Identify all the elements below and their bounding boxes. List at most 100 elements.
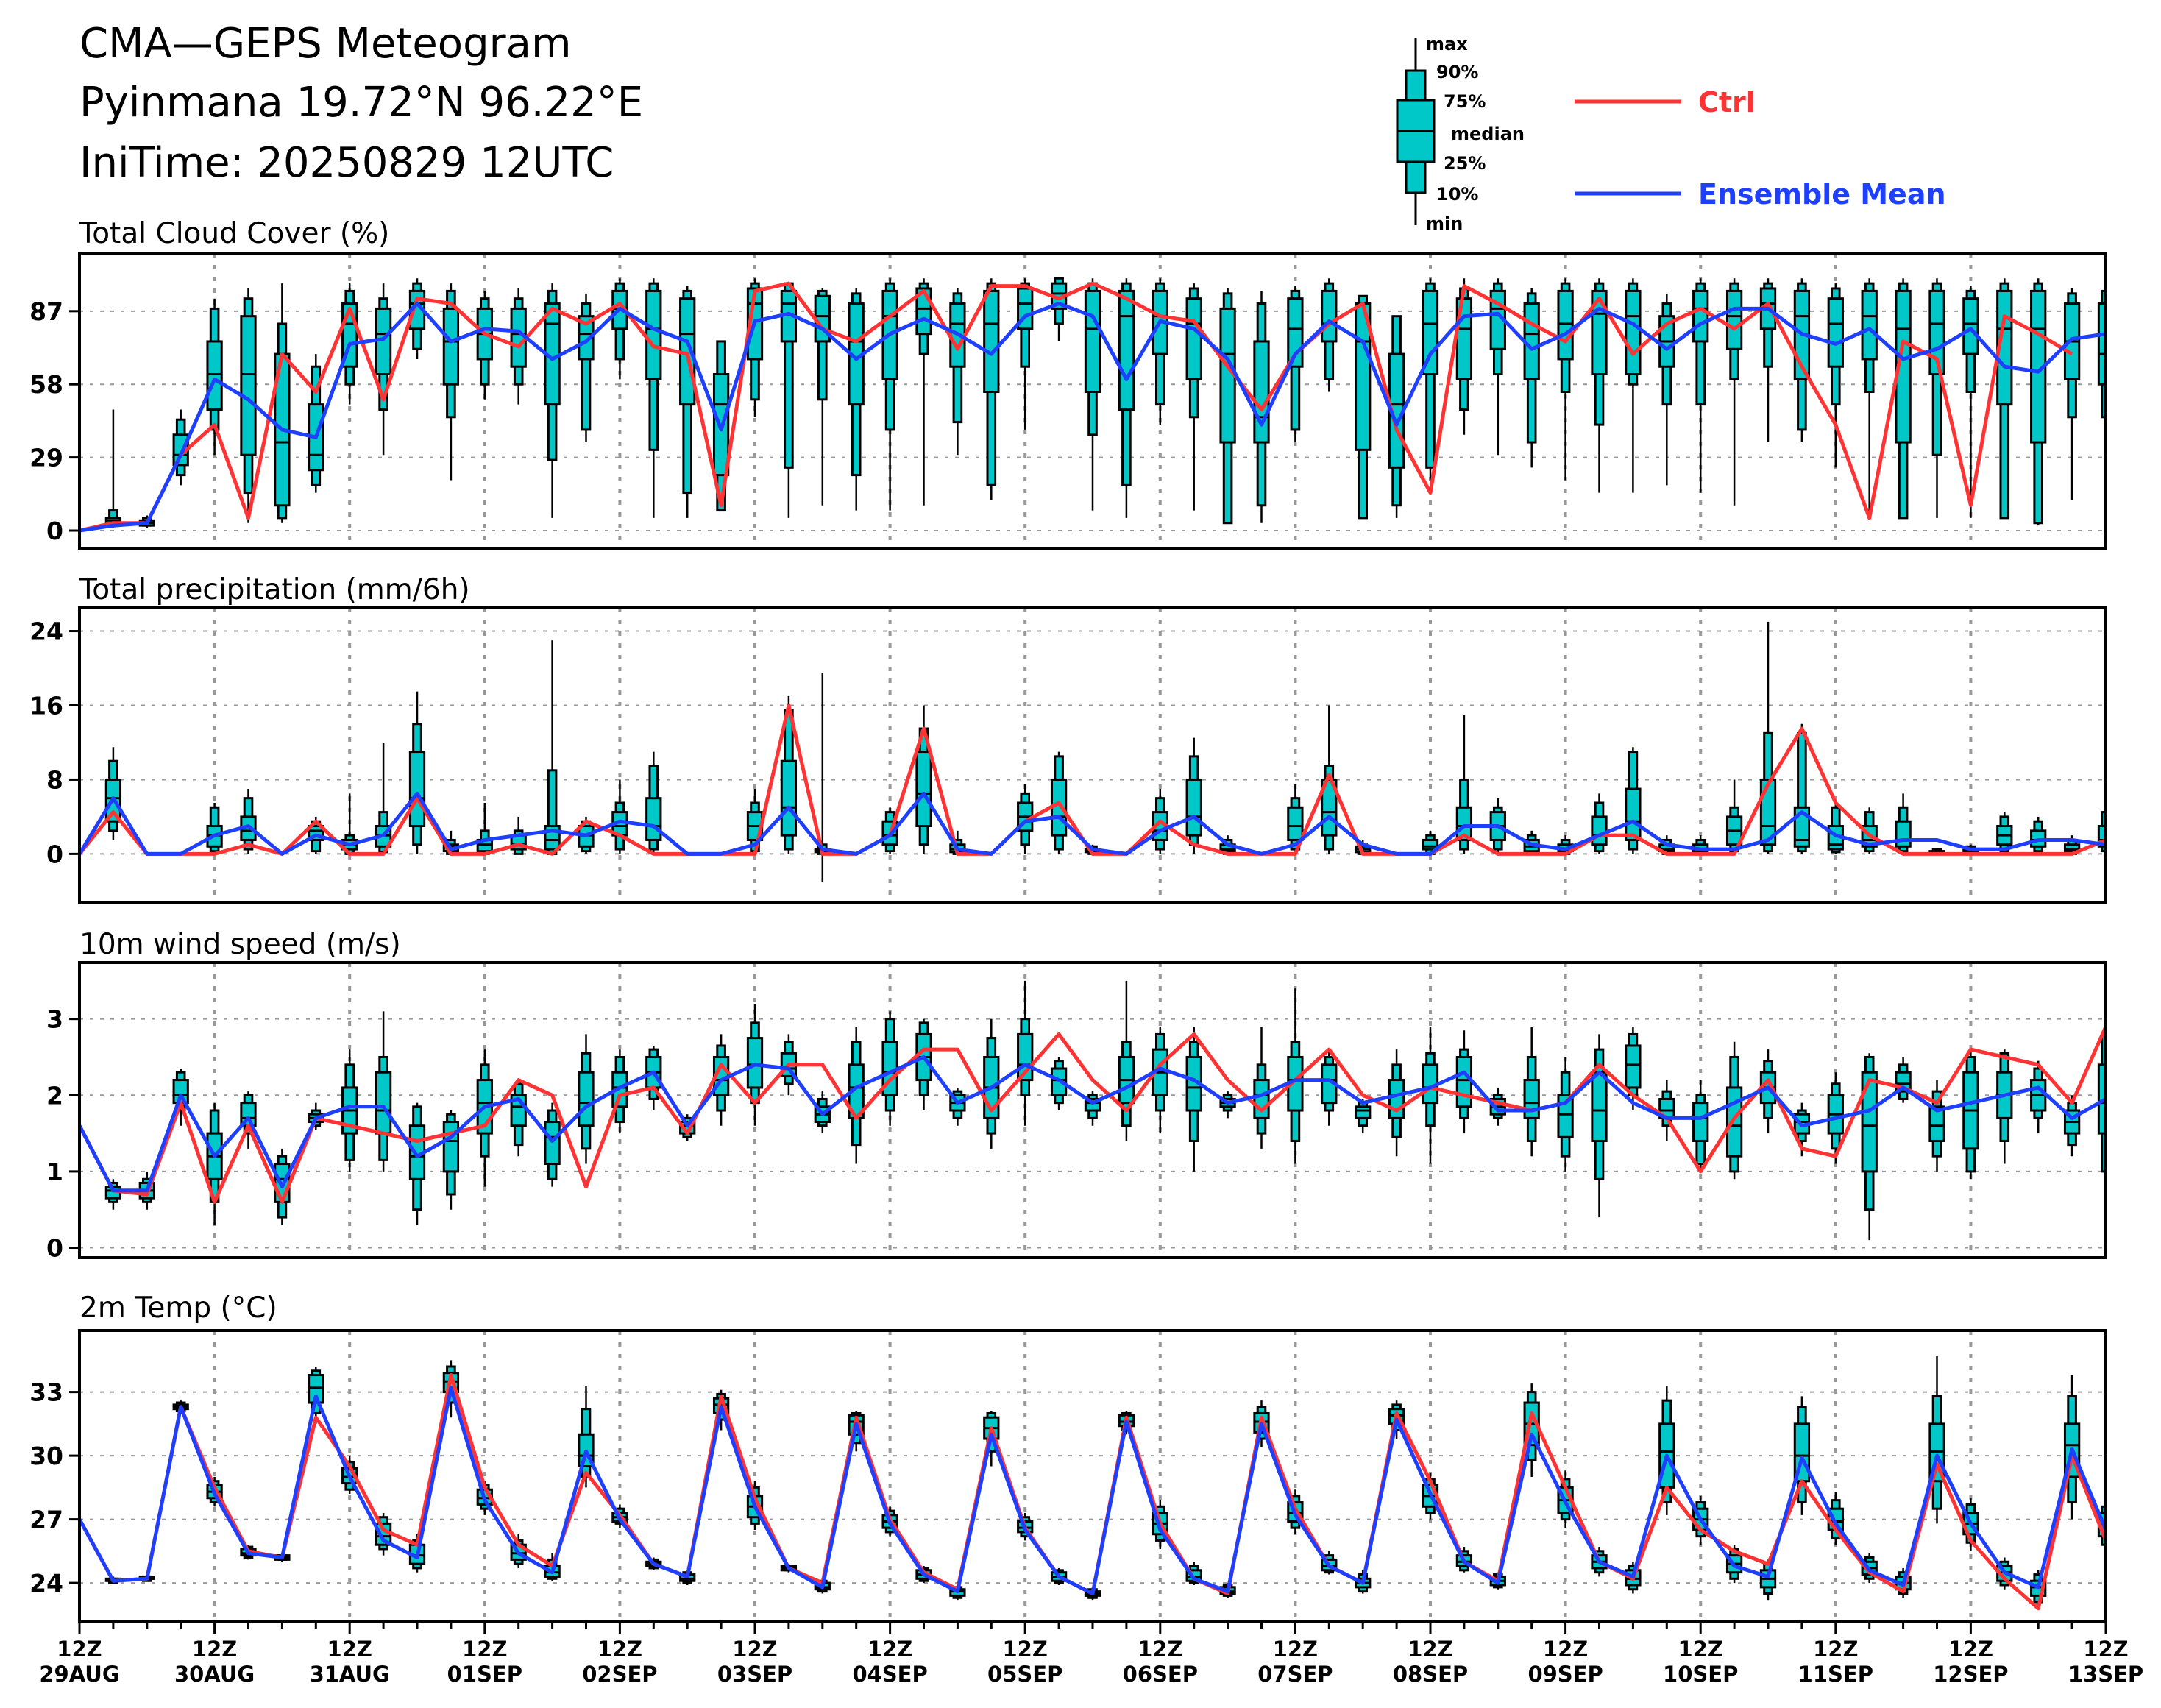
panel-frame	[78, 606, 2107, 904]
ensemble-box	[1895, 278, 1912, 520]
ensemble-box	[1084, 1091, 1101, 1126]
ensemble-box	[476, 802, 493, 855]
x-tick-label-date: 03SEP	[717, 1662, 792, 1687]
ensemble-box	[2030, 1060, 2047, 1134]
x-tick-label-time: 12Z	[192, 1637, 237, 1662]
ensemble-box	[780, 282, 798, 518]
ensemble-box	[206, 802, 223, 854]
ctrl-series-line	[79, 281, 2073, 533]
ensemble-box	[1928, 1356, 1945, 1524]
y-tick-label: 8	[46, 765, 63, 794]
ensemble-box	[1219, 288, 1236, 525]
ensemble-box	[1355, 294, 1372, 520]
x-tick-label-time: 12Z	[1678, 1637, 1723, 1662]
ensemble-box	[1625, 1027, 1642, 1111]
ensemble-box	[1118, 278, 1135, 518]
ensemble-box	[848, 288, 865, 511]
ensemble-box	[1895, 793, 1912, 854]
ensemble-box	[1861, 278, 1878, 518]
ctrl-series-line	[79, 704, 2106, 856]
mean-legend-label: Ensemble Mean	[1698, 178, 1946, 210]
ensemble-box	[1523, 288, 1540, 468]
ensemble-box	[544, 283, 561, 518]
ensemble-box	[1895, 1057, 1912, 1103]
ensemble-box	[1625, 278, 1642, 493]
y-tick-label: 24	[29, 617, 63, 646]
ensemble-box	[1962, 1049, 1979, 1180]
ensemble-box	[104, 409, 122, 528]
ensemble-box	[645, 751, 662, 854]
panel-frame	[78, 961, 2107, 1259]
x-tick-label-time: 12Z	[597, 1637, 642, 1662]
ensemble-box	[1219, 1091, 1236, 1119]
ensemble-box	[611, 278, 628, 380]
y-tick-label: 58	[29, 370, 63, 399]
panel-data	[79, 621, 2106, 882]
y-tick-label: 16	[29, 691, 63, 720]
y-tick-label: 2	[46, 1081, 63, 1110]
ensemble-box	[746, 1003, 764, 1126]
y-tick-label: 0	[46, 517, 63, 545]
panel-3: 24 27 30 33	[29, 1329, 2107, 1623]
ensemble-box	[1321, 278, 1338, 392]
ensemble-box	[1152, 1027, 1168, 1134]
ensemble-box	[1591, 1034, 1608, 1218]
ensemble-box	[1692, 1080, 1709, 1172]
ensemble-box	[1422, 278, 1439, 481]
y-tick-label: 27	[29, 1506, 63, 1534]
ensemble-box	[1996, 1049, 2013, 1164]
panel-title-precip: Total precipitation (mm/6h)	[79, 573, 470, 606]
ensemble-box	[172, 409, 189, 486]
x-tick-label-time: 12Z	[732, 1637, 777, 1662]
x-tick-label-date: 11SEP	[1798, 1662, 1873, 1687]
x-tick-label-date: 29AUG	[39, 1662, 119, 1687]
legend: max 90% 75% median 25% 10% min Ctrl Ense…	[1396, 34, 1946, 234]
ensemble-box	[1321, 1049, 1338, 1126]
legend-p10: 10%	[1436, 184, 1478, 205]
panel-data	[79, 277, 2106, 533]
ensemble-box	[408, 278, 426, 359]
ensemble-box	[510, 1080, 527, 1157]
y-tick-label: 0	[46, 840, 63, 868]
ensemble-box	[1557, 278, 1574, 481]
ensemble-box	[949, 288, 966, 456]
ensemble-box	[1152, 278, 1168, 425]
ensemble-mean-series-line	[79, 1055, 2106, 1193]
ensemble-box	[1658, 1080, 1675, 1141]
panel-data	[79, 1356, 2106, 1611]
ensemble-mean-series-line	[79, 302, 2106, 533]
init-time-label: IniTime: 20250829 12UTC	[79, 139, 614, 187]
ensemble-box	[1185, 1027, 1202, 1172]
panel-1: 0 8 16 24	[29, 606, 2107, 904]
ensemble-box	[1455, 1030, 1473, 1134]
ensemble-box	[206, 1102, 223, 1225]
ensemble-box	[1017, 278, 1034, 430]
ensemble-box	[544, 640, 561, 855]
ensemble-box	[1725, 278, 1743, 506]
panel-0: 0 29 58 87	[29, 252, 2107, 550]
y-tick-label: 24	[29, 1569, 63, 1598]
panel-title-cloud: Total Cloud Cover (%)	[79, 217, 389, 250]
ensemble-box	[1118, 980, 1135, 1141]
ctrl-legend-label: Ctrl	[1698, 86, 1756, 118]
panel-data	[79, 980, 2106, 1241]
ensemble-box	[1827, 802, 1844, 854]
ensemble-box	[679, 286, 696, 518]
x-tick-label-date: 07SEP	[1257, 1662, 1333, 1687]
ensemble-box	[814, 288, 831, 506]
x-tick-label-date: 31AUG	[310, 1662, 390, 1687]
x-tick-label-time: 12Z	[1543, 1637, 1588, 1662]
ensemble-box	[1759, 621, 1777, 854]
y-tick-label: 87	[29, 297, 63, 326]
ensemble-box	[1928, 278, 1945, 518]
ensemble-box	[1455, 715, 1473, 854]
x-tick-label-time: 12Z	[1813, 1637, 1858, 1662]
x-tick-label-time: 12Z	[867, 1637, 912, 1662]
ensemble-box	[1050, 277, 1068, 341]
ensemble-box	[1287, 988, 1304, 1164]
ensemble-box	[1388, 1049, 1405, 1157]
ensemble-box	[1827, 283, 1844, 468]
x-tick-label-date: 02SEP	[582, 1662, 657, 1687]
x-tick-label-date: 10SEP	[1663, 1662, 1738, 1687]
ensemble-box	[408, 1102, 426, 1225]
